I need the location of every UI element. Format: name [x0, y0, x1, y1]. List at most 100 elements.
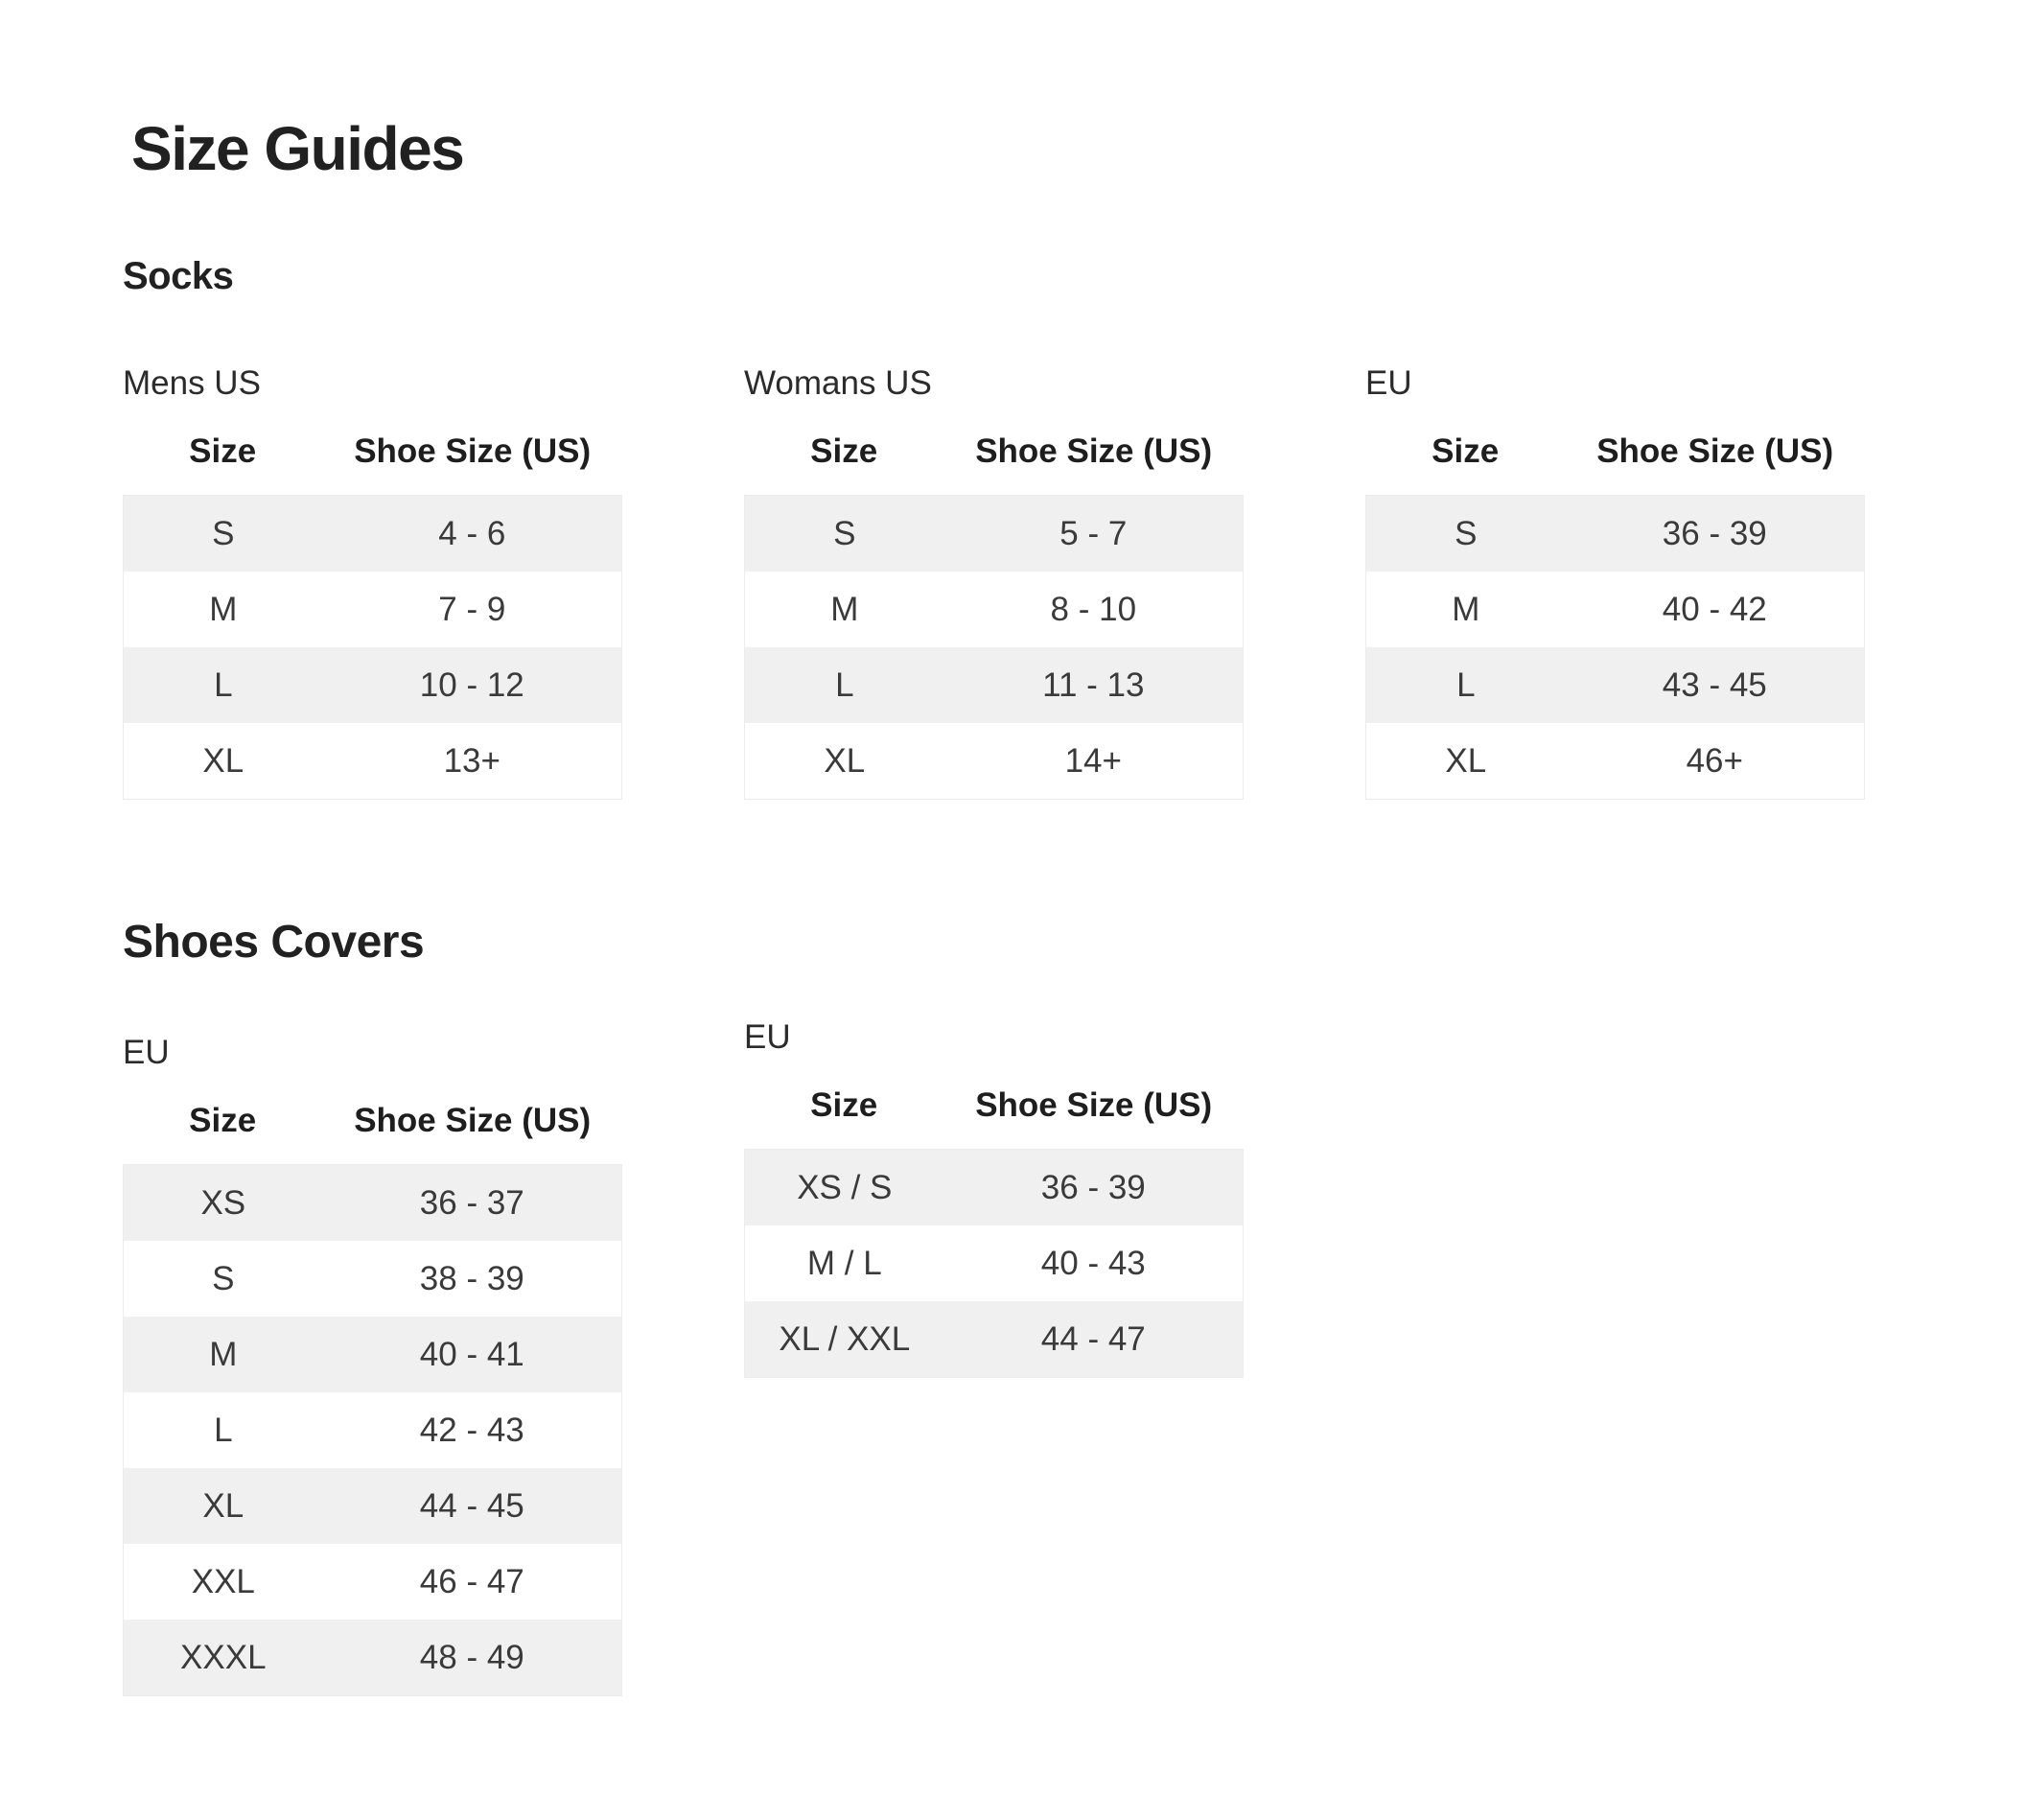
table-row: S 38 - 39: [124, 1241, 621, 1317]
section-socks: Socks Mens US Size Shoe Size (US) S 4 - 6…: [123, 254, 2025, 800]
shoe-size-cell: 44 - 47: [1040, 1319, 1146, 1358]
size-cell: XL: [202, 741, 244, 780]
size-cell: XL / XXL: [779, 1319, 911, 1358]
table-caption: EU: [1365, 364, 1412, 402]
size-cell: L: [835, 665, 854, 704]
shoe-size-cell: 38 - 39: [419, 1259, 524, 1297]
size-table-socks-womans-us: Womans US Size Shoe Size (US) S 5 - 7 M 8 -…: [744, 363, 1244, 800]
table-row: M 8 - 10: [745, 572, 1243, 647]
section-heading-socks: Socks: [123, 255, 234, 297]
size-table-socks-mens-us: Mens US Size Shoe Size (US) S 4 - 6 M 7 - 9…: [123, 363, 622, 800]
shoe-size-cell: 44 - 45: [419, 1486, 524, 1525]
table-row: S 4 - 6: [124, 496, 621, 572]
size-cell: M: [830, 590, 859, 628]
table-row: M 40 - 41: [124, 1317, 621, 1392]
size-cell: S: [833, 514, 856, 552]
table-header-row: Size Shoe Size (US): [744, 1085, 1244, 1126]
table-row: M 40 - 42: [1366, 572, 1864, 647]
table-body: XS 36 - 37 S 38 - 39 M 40 - 41 L 42 - 43 XL 44 - …: [123, 1164, 622, 1696]
size-cell: L: [214, 665, 233, 704]
size-cell: S: [212, 1259, 235, 1297]
shoe-size-cell: 36 - 37: [419, 1183, 524, 1222]
table-header-row: Size Shoe Size (US): [123, 432, 622, 472]
covers-tables-row: EU Size Shoe Size (US) XS 36 - 37 S 38 - 39…: [123, 1017, 2025, 1696]
table-row: XL 14+: [745, 723, 1243, 799]
shoe-size-cell: 7 - 9: [438, 590, 506, 628]
table-row: XXXL 48 - 49: [124, 1620, 621, 1695]
column-header-shoe-size: Shoe Size (US): [975, 1086, 1213, 1124]
table-body: S 4 - 6 M 7 - 9 L 10 - 12 XL 13+: [123, 495, 622, 800]
shoe-size-cell: 46+: [1686, 741, 1743, 780]
column-header-size: Size: [189, 432, 257, 470]
table-row: XS 36 - 37: [124, 1165, 621, 1241]
size-cell: S: [1455, 514, 1478, 552]
size-cell: XL: [202, 1486, 244, 1525]
table-body: S 36 - 39 M 40 - 42 L 43 - 45 XL 46+: [1365, 495, 1865, 800]
shoe-size-cell: 42 - 43: [419, 1411, 524, 1449]
size-cell: XL: [1445, 741, 1487, 780]
size-table-socks-eu: EU Size Shoe Size (US) S 36 - 39 M 40 - 42 L…: [1365, 363, 1865, 800]
shoe-size-cell: 43 - 45: [1662, 665, 1767, 704]
table-row: L 43 - 45: [1366, 647, 1864, 723]
column-header-size: Size: [189, 1102, 257, 1139]
table-row: XL / XXL 44 - 47: [745, 1301, 1243, 1377]
table-header-row: Size Shoe Size (US): [1365, 432, 1865, 472]
table-row: XXL 46 - 47: [124, 1544, 621, 1620]
shoe-size-cell: 13+: [443, 741, 500, 780]
section-heading-shoes-covers: Shoes Covers: [123, 917, 425, 968]
size-table-covers-eu-combined: EU Size Shoe Size (US) XS / S 36 - 39 M / …: [744, 1017, 1244, 1378]
table-row: L 10 - 12: [124, 647, 621, 723]
shoe-size-cell: 40 - 41: [419, 1335, 524, 1373]
table-row: S 5 - 7: [745, 496, 1243, 572]
section-shoes-covers: Shoes Covers EU Size Shoe Size (US) XS 36…: [123, 916, 2025, 1696]
column-header-size: Size: [810, 432, 878, 470]
column-header-shoe-size: Shoe Size (US): [975, 432, 1213, 470]
column-header-shoe-size: Shoe Size (US): [1596, 432, 1834, 470]
shoe-size-cell: 48 - 49: [419, 1638, 524, 1676]
table-caption: Mens US: [123, 364, 261, 402]
socks-tables-row: Mens US Size Shoe Size (US) S 4 - 6 M 7 - 9…: [123, 363, 2025, 800]
size-cell: XS: [200, 1183, 246, 1222]
shoe-size-cell: 40 - 43: [1040, 1244, 1146, 1282]
shoe-size-cell: 11 - 13: [1042, 665, 1145, 704]
table-header-row: Size Shoe Size (US): [123, 1101, 622, 1141]
shoe-size-cell: 4 - 6: [438, 514, 506, 552]
size-cell: M: [209, 590, 238, 628]
column-header-size: Size: [1431, 432, 1500, 470]
table-row: M 7 - 9: [124, 572, 621, 647]
shoe-size-cell: 5 - 7: [1059, 514, 1128, 552]
size-cell: XXL: [191, 1562, 255, 1600]
size-cell: L: [1456, 665, 1476, 704]
table-row: S 36 - 39: [1366, 496, 1864, 572]
size-cell: XL: [824, 741, 866, 780]
shoe-size-cell: 14+: [1064, 741, 1122, 780]
size-cell: M: [209, 1335, 238, 1373]
table-row: M / L 40 - 43: [745, 1225, 1243, 1301]
table-caption: EU: [123, 1034, 170, 1071]
table-body: XS / S 36 - 39 M / L 40 - 43 XL / XXL 44 - 47: [744, 1149, 1244, 1378]
size-cell: M / L: [806, 1244, 882, 1282]
table-row: XL 13+: [124, 723, 621, 799]
table-row: L 42 - 43: [124, 1392, 621, 1468]
size-table-covers-eu-detailed: EU Size Shoe Size (US) XS 36 - 37 S 38 - 39…: [123, 1033, 622, 1696]
table-row: XL 46+: [1366, 723, 1864, 799]
shoe-size-cell: 10 - 12: [419, 665, 524, 704]
shoe-size-cell: 36 - 39: [1040, 1168, 1146, 1206]
table-header-row: Size Shoe Size (US): [744, 432, 1244, 472]
table-row: XS / S 36 - 39: [745, 1150, 1243, 1225]
table-caption: Womans US: [744, 364, 932, 402]
shoe-size-cell: 46 - 47: [419, 1562, 524, 1600]
size-cell: M: [1452, 590, 1480, 628]
table-row: XL 44 - 45: [124, 1468, 621, 1544]
table-body: S 5 - 7 M 8 - 10 L 11 - 13 XL 14+: [744, 495, 1244, 800]
size-cell: XXXL: [180, 1638, 267, 1676]
column-header-size: Size: [810, 1086, 878, 1124]
page-title: Size Guides: [131, 114, 465, 183]
column-header-shoe-size: Shoe Size (US): [354, 432, 592, 470]
size-cell: L: [214, 1411, 233, 1449]
column-header-shoe-size: Shoe Size (US): [354, 1102, 592, 1139]
table-row: L 11 - 13: [745, 647, 1243, 723]
size-cell: XS / S: [797, 1168, 893, 1206]
shoe-size-cell: 40 - 42: [1662, 590, 1767, 628]
